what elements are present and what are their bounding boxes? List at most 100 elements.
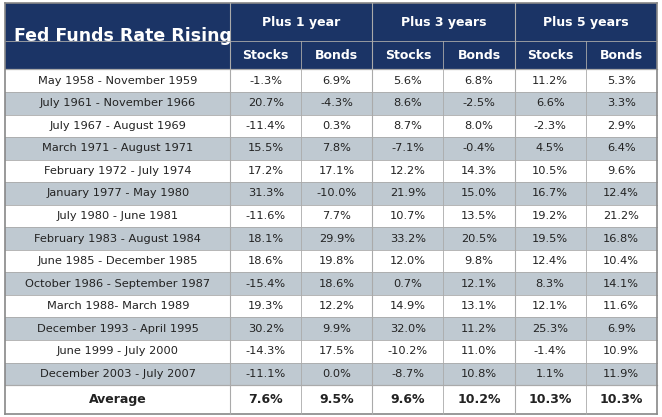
Bar [586, 340, 657, 362]
Text: Fed Funds Rate Rising: Fed Funds Rate Rising [15, 28, 232, 45]
Bar [514, 250, 586, 272]
Text: March 1988- March 1989: March 1988- March 1989 [46, 301, 189, 311]
Bar [444, 362, 514, 385]
Bar [301, 272, 373, 295]
Bar [5, 272, 230, 295]
Bar [586, 182, 657, 205]
Bar [373, 317, 444, 340]
Bar [586, 137, 657, 160]
Bar [301, 205, 373, 227]
Bar [444, 340, 514, 362]
Text: May 1958 - November 1959: May 1958 - November 1959 [38, 76, 197, 86]
Bar [230, 317, 301, 340]
Bar [514, 3, 657, 41]
Text: 16.7%: 16.7% [532, 188, 568, 198]
Text: -11.1%: -11.1% [246, 369, 286, 379]
Text: Bonds: Bonds [600, 49, 643, 62]
Bar [586, 227, 657, 250]
Text: 12.2%: 12.2% [319, 301, 355, 311]
Text: 31.3%: 31.3% [248, 188, 284, 198]
Bar [5, 160, 230, 182]
Bar [5, 92, 230, 115]
Text: 21.9%: 21.9% [390, 188, 426, 198]
Bar [514, 272, 586, 295]
Text: 7.8%: 7.8% [322, 143, 352, 153]
Text: July 1980 - June 1981: July 1980 - June 1981 [57, 211, 179, 221]
Text: 19.8%: 19.8% [319, 256, 355, 266]
Text: 21.2%: 21.2% [603, 211, 639, 221]
Bar [444, 70, 514, 92]
Text: Stocks: Stocks [527, 49, 573, 62]
Bar [301, 115, 373, 137]
Text: 6.6%: 6.6% [536, 98, 565, 108]
Bar [444, 317, 514, 340]
Text: 0.7%: 0.7% [393, 279, 422, 289]
Text: 14.9%: 14.9% [390, 301, 426, 311]
Text: 8.0%: 8.0% [465, 121, 493, 131]
Text: Stocks: Stocks [385, 49, 431, 62]
Text: 17.1%: 17.1% [319, 166, 355, 176]
Text: 9.5%: 9.5% [320, 393, 354, 406]
Bar [444, 92, 514, 115]
Text: 9.8%: 9.8% [465, 256, 493, 266]
Text: -15.4%: -15.4% [246, 279, 286, 289]
Bar [514, 70, 586, 92]
Bar [230, 137, 301, 160]
Text: 11.9%: 11.9% [603, 369, 639, 379]
Bar [514, 160, 586, 182]
Bar [5, 115, 230, 137]
Text: -14.3%: -14.3% [246, 346, 286, 356]
Text: 18.6%: 18.6% [319, 279, 355, 289]
Bar [373, 227, 444, 250]
Bar [514, 182, 586, 205]
Text: 16.8%: 16.8% [603, 234, 639, 244]
Text: 32.0%: 32.0% [390, 324, 426, 334]
Bar [230, 3, 373, 41]
Text: 7.6%: 7.6% [248, 393, 283, 406]
Text: 18.6%: 18.6% [248, 256, 284, 266]
Text: -10.2%: -10.2% [388, 346, 428, 356]
Text: 9.6%: 9.6% [607, 166, 636, 176]
Bar [5, 227, 230, 250]
Text: 19.3%: 19.3% [248, 301, 284, 311]
Bar [5, 137, 230, 160]
Bar [301, 340, 373, 362]
Bar [230, 182, 301, 205]
Bar [230, 41, 301, 70]
Text: Plus 3 years: Plus 3 years [401, 15, 486, 29]
Bar [373, 295, 444, 317]
Bar [5, 182, 230, 205]
Text: 3.3%: 3.3% [607, 98, 636, 108]
Bar [514, 385, 586, 414]
Text: 12.1%: 12.1% [532, 301, 568, 311]
Bar [230, 272, 301, 295]
Bar [5, 205, 230, 227]
Text: 18.1%: 18.1% [248, 234, 284, 244]
Bar [230, 385, 301, 414]
Bar [373, 160, 444, 182]
Text: 2.9%: 2.9% [607, 121, 636, 131]
Bar [444, 182, 514, 205]
Text: 11.2%: 11.2% [532, 76, 568, 86]
Text: 20.7%: 20.7% [248, 98, 284, 108]
Bar [373, 250, 444, 272]
Bar [444, 385, 514, 414]
Text: December 1993 - April 1995: December 1993 - April 1995 [37, 324, 199, 334]
Bar [5, 3, 230, 70]
Text: -11.4%: -11.4% [246, 121, 286, 131]
Bar [373, 272, 444, 295]
Bar [301, 92, 373, 115]
Text: 10.8%: 10.8% [461, 369, 497, 379]
Bar [301, 295, 373, 317]
Bar [444, 250, 514, 272]
Bar [444, 205, 514, 227]
Text: 33.2%: 33.2% [390, 234, 426, 244]
Text: March 1971 - August 1971: March 1971 - August 1971 [42, 143, 193, 153]
Text: 12.4%: 12.4% [532, 256, 568, 266]
Text: 11.6%: 11.6% [603, 301, 639, 311]
Text: December 2003 - July 2007: December 2003 - July 2007 [40, 369, 196, 379]
Bar [586, 160, 657, 182]
Bar [230, 92, 301, 115]
Bar [444, 41, 514, 70]
Text: 11.2%: 11.2% [461, 324, 497, 334]
